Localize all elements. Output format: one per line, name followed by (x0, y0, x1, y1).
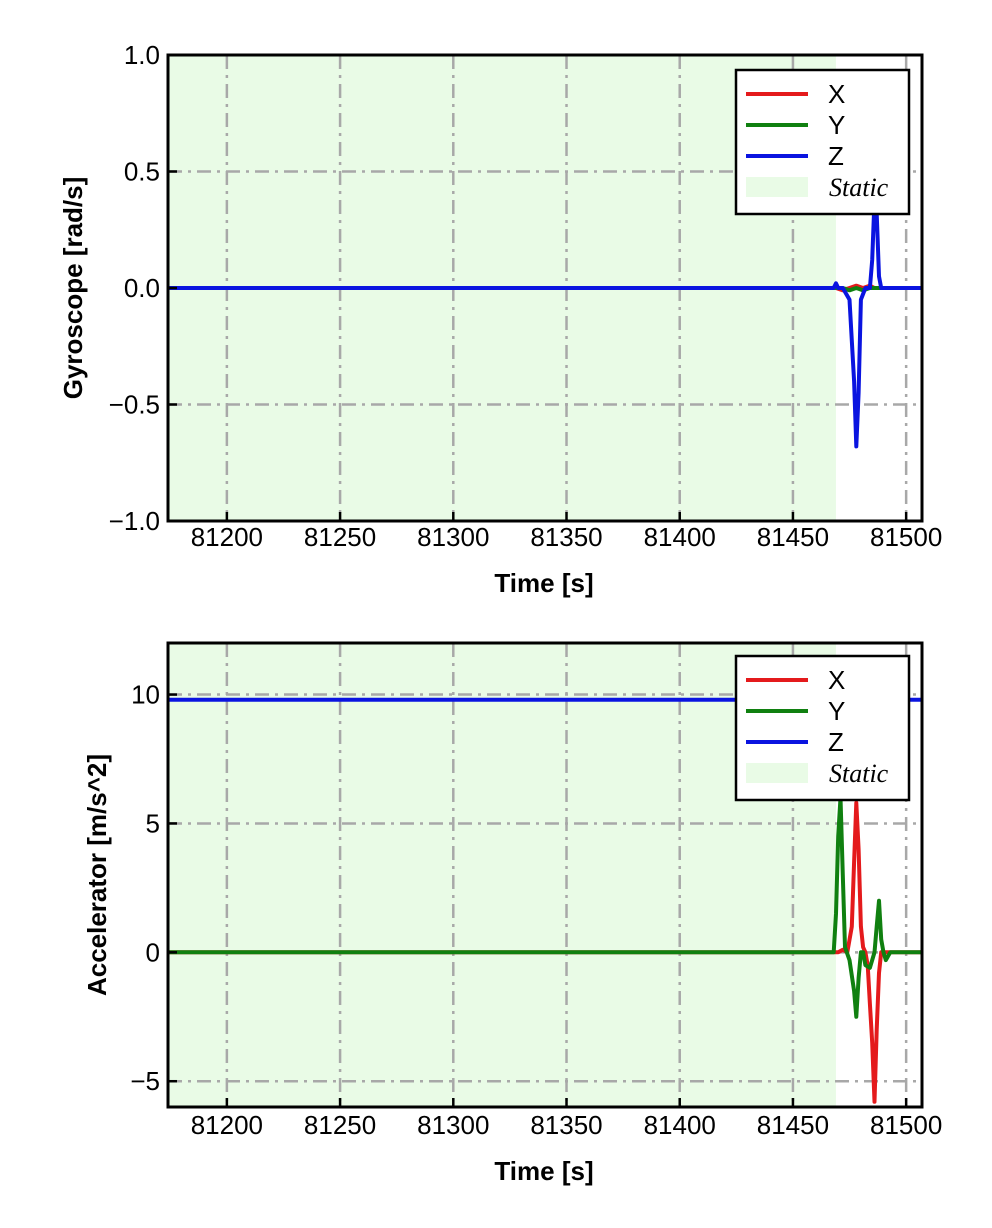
y-tick-label: 5 (146, 808, 160, 838)
y-tick-label: −0.5 (109, 390, 160, 420)
x-tick-label: 81450 (757, 522, 829, 552)
legend-label-static: Static (829, 759, 889, 788)
legend-swatch-static (746, 177, 808, 197)
legend-label-x: X (828, 665, 845, 695)
y-tick-label: 10 (131, 680, 160, 710)
legend-label-static: Static (829, 173, 889, 202)
x-tick-label: 81400 (644, 522, 716, 552)
x-tick-label: 81300 (417, 522, 489, 552)
y-tick-label: −1.0 (109, 506, 160, 536)
x-axis-label: Time [s] (494, 568, 593, 598)
x-tick-label: 81300 (417, 1110, 489, 1140)
x-tick-label: 81400 (644, 1110, 716, 1140)
y-axis-label: Gyroscope [rad/s] (58, 177, 88, 400)
y-axis-label: Accelerator [m/s^2] (82, 754, 112, 996)
x-tick-label: 81350 (530, 522, 602, 552)
x-axis-label: Time [s] (494, 1156, 593, 1186)
y-tick-label: 0.0 (124, 273, 160, 303)
series-line-x (168, 800, 922, 1104)
legend-label-z: Z (828, 141, 844, 171)
y-tick-label: −5 (130, 1066, 160, 1096)
series-line-z (168, 197, 922, 449)
x-tick-label: 81500 (870, 1110, 942, 1140)
static-region (168, 643, 836, 1107)
legend-label-z: Z (828, 727, 844, 757)
gyroscope-chart: 81200 81250 81300 81350 81400 81450 81500 −1.0 −… (58, 40, 942, 598)
x-tick-label: 81450 (757, 1110, 829, 1140)
legend-label-y: Y (828, 696, 845, 726)
x-tick-label: 81250 (304, 1110, 376, 1140)
series-line-y (168, 795, 922, 1019)
x-tick-label: 81500 (870, 522, 942, 552)
y-tick-label: 0 (146, 937, 160, 967)
axes-frame (166, 641, 924, 1109)
x-tick-label: 81250 (304, 522, 376, 552)
x-tick-label: 81200 (191, 1110, 263, 1140)
legend-label-y: Y (828, 110, 845, 140)
y-tick-label: 0.5 (124, 157, 160, 187)
accelerator-chart: 81200 81250 81300 81350 81400 81450 81500 −5 0 5 1… (82, 641, 942, 1186)
x-tick-label: 81200 (191, 522, 263, 552)
x-tick-label: 81350 (530, 1110, 602, 1140)
legend-label-x: X (828, 79, 845, 109)
y-tick-label: 1.0 (124, 40, 160, 70)
legend-swatch-static (746, 763, 808, 783)
